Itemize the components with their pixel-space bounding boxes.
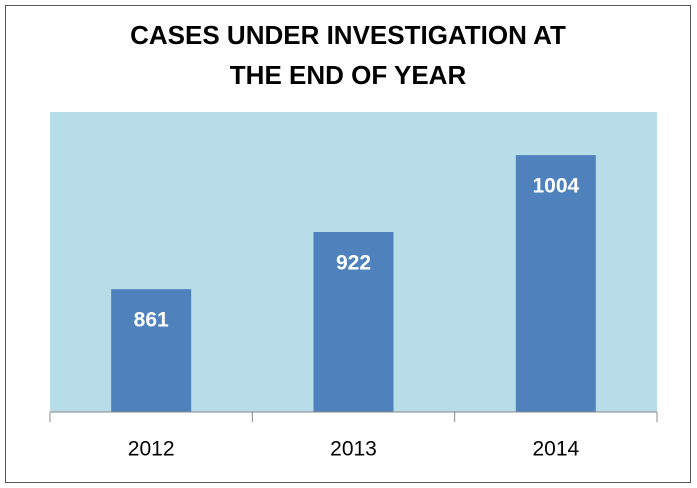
- bar: [515, 155, 596, 412]
- value-label: 1004: [532, 175, 579, 198]
- x-tick-label: 2013: [330, 438, 377, 461]
- bar: [111, 289, 192, 412]
- value-label: 922: [336, 252, 371, 275]
- value-label: 861: [134, 309, 169, 332]
- bar: [313, 232, 394, 412]
- x-tick-label: 2012: [128, 438, 175, 461]
- chart-title: THE END OF YEAR: [230, 60, 467, 90]
- chart-title: CASES UNDER INVESTIGATION AT: [130, 20, 566, 50]
- x-tick-label: 2014: [532, 438, 579, 461]
